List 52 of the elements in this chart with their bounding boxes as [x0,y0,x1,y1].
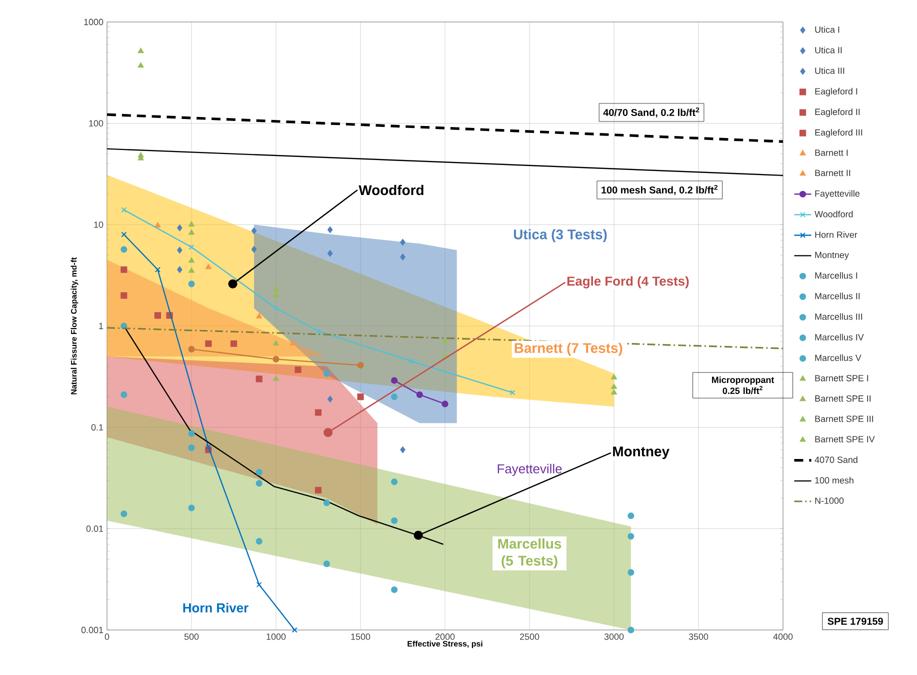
legend-label: Barnett II [815,170,850,176]
annotation: Fayetteville [498,464,562,476]
legend-label: Utica II [815,46,842,54]
y-tick-label: 1 [99,322,104,330]
x-tick-label: 2500 [520,634,540,640]
y-tick-label: 1000 [84,18,104,26]
legend-label: Fayetteville [815,190,860,198]
x-tick-label: 1500 [351,634,370,640]
legend-label: Marcellus IV [815,334,864,340]
text: SPE 179159 [828,618,883,625]
x-tick-label: 4000 [773,634,793,640]
annotation: Eagle Ford (4 Tests) [567,276,689,288]
x-tick-label: 3000 [604,634,624,640]
x-tick-label: 3500 [688,634,708,640]
annotation: Marcellus (5 Tests) [498,538,562,568]
annotation: Montney [613,446,670,460]
legend-label: Eagleford I [815,88,858,96]
legend-label: Barnett SPE II [815,395,871,402]
legend-label: Horn River [815,231,858,238]
legend-label: N-1000 [815,497,844,504]
legend-label: Marcellus III [815,313,862,320]
x-tick-label: 1000 [266,634,286,640]
annotation: Utica (3 Tests) [514,229,607,242]
annotation: Woodford [358,184,424,196]
legend-label: Montney [815,252,849,260]
x-tick-label: 2000 [435,634,455,640]
annotation: Microproppant 0.25 lb/ft$^{2}$ [712,376,774,394]
legend-label: Barnett SPE IV [815,436,875,442]
legend-label: Barnett SPE III [815,416,874,422]
legend-label: 4070 Sand [814,456,858,463]
legend-label: Utica I [815,26,840,33]
y-tick-label: 0.001 [81,626,104,634]
annotation: 40/70 Sand, 0.2 lb/ft$^{2}$ [603,107,700,118]
legend-label: Woodford [814,210,853,218]
y-tick-label: 100 [89,120,104,126]
legend-label: Eagleford II [815,108,860,117]
annotation: Horn River [183,602,248,612]
y-tick-label: 10 [94,221,104,228]
legend-label: 100 mesh [815,476,854,484]
x-tick-label: 500 [184,634,199,640]
legend-label: Marcellus V [815,354,862,362]
annotation: Barnett (7 Tests) [514,342,622,356]
legend-label: Barnett SPE I [815,374,868,382]
legend-label: Barnett I [815,150,848,156]
y-tick-label: 0.1 [91,424,104,430]
legend-label: Marcellus II [815,292,860,300]
annotation: 100 mesh Sand, 0.2 lb/ft$^{2}$ [602,184,718,195]
legend-label: Eagleford III [815,129,862,138]
x-tick-label: 0 [104,634,110,640]
y-tick-label: 0.01 [86,525,104,532]
legend-label: Marcellus I [815,272,858,279]
legend-label: Utica III [815,67,844,74]
